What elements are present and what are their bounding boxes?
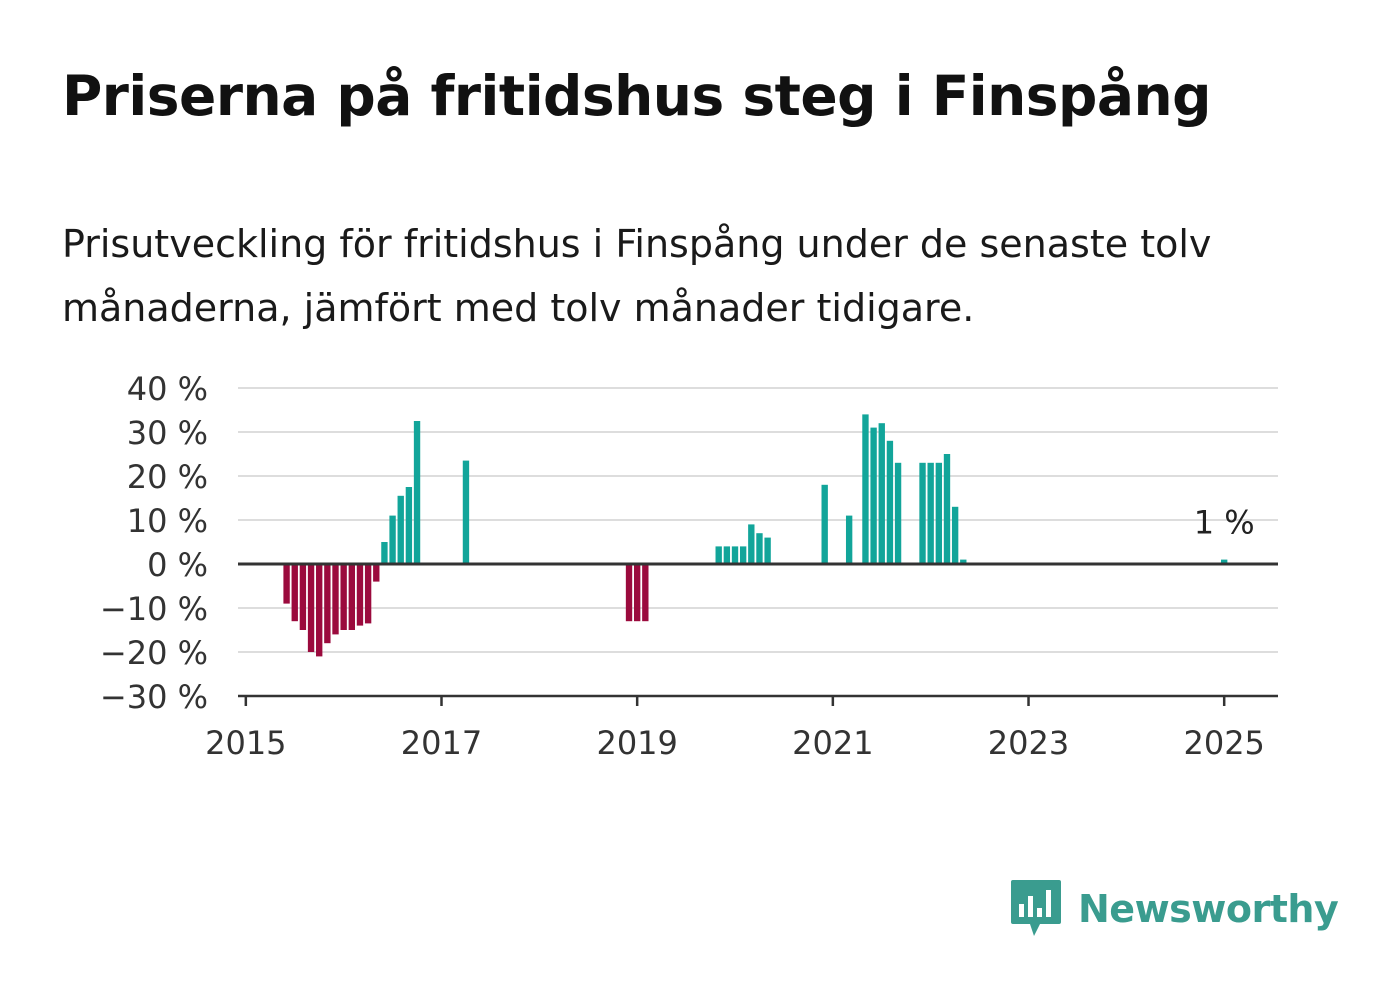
bar [756,533,763,564]
bar [373,564,380,582]
y-tick-label: 30 % [127,414,208,452]
bar [894,462,902,564]
bar [764,537,771,564]
bar [919,462,926,564]
bar [307,564,315,652]
chart-subtitle: Prisutveckling för fritidshus i Finspång… [62,222,1212,330]
y-tick-label: 20 % [127,458,208,496]
x-axis-labels: 2015 2017 2019 2021 2023 2025 [205,724,1265,762]
y-tick-label: −20 % [100,634,208,672]
bars [283,414,1228,657]
bar [642,564,649,622]
bar [715,546,722,564]
bar [283,564,290,604]
bar [1221,559,1228,564]
bar [870,427,877,564]
x-tick-label: 2021 [792,724,873,762]
bar [462,460,470,564]
bar [731,546,739,564]
bar [723,546,731,564]
bar [389,515,396,564]
bar [348,564,355,630]
price-change-bar-chart: −30 %−20 %−10 %0 %10 %20 %30 %40 % 2015 2… [100,370,1278,762]
bar [935,462,943,564]
bar [862,414,869,564]
annotations: 1 % [1194,504,1255,542]
bar [324,564,331,644]
x-tick-label: 2017 [401,724,482,762]
bar [951,506,959,564]
bar [845,515,853,564]
bar [625,564,633,622]
bar [397,495,404,564]
y-axis-labels: −30 % −20 % −10 % 0 % 10 % 20 % 30 % 40 % [100,370,208,716]
bar [364,564,372,624]
bar [748,524,755,564]
bar [960,559,967,564]
y-tick-label: 0 % [147,546,208,584]
brand-name: Newsworthy [1078,887,1339,931]
bar [413,421,421,564]
bar [886,440,894,564]
bar [332,564,339,635]
data-label-annotation: 1 % [1194,504,1255,542]
x-tick-label: 2015 [205,724,286,762]
newsworthy-logo-icon [1011,880,1061,936]
bar [943,454,951,564]
x-tick-label: 2019 [596,724,677,762]
bar [633,564,641,622]
bar [299,564,307,630]
bar [878,423,885,564]
x-tick-label: 2023 [988,724,1069,762]
page-title: Priserna på fritidshus steg i Finspång [62,64,1212,128]
bar [927,462,934,564]
y-tick-label: 10 % [127,502,208,540]
axes [238,562,1278,706]
bar [821,484,828,564]
y-tick-label: −30 % [100,678,208,716]
bar [340,564,347,630]
bar [739,546,747,564]
bar [316,564,323,657]
bar [381,542,388,564]
x-tick-label: 2025 [1183,724,1264,762]
bar [405,487,413,564]
y-tick-label: 40 % [127,370,208,408]
bar [356,564,364,626]
brand-logo: Newsworthy [1010,878,1339,940]
bar [291,564,298,622]
y-tick-label: −10 % [100,590,208,628]
